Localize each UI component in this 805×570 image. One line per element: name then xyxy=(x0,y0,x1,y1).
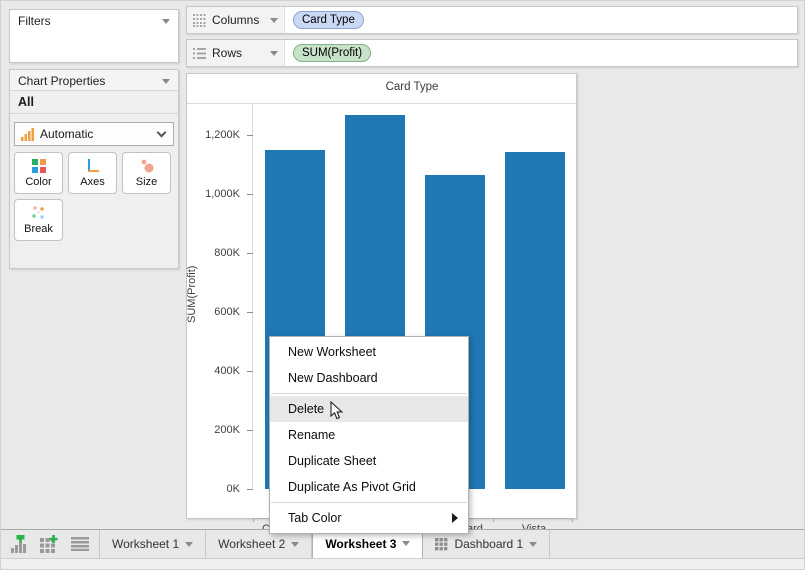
y-tick-label: 1,200K xyxy=(205,128,240,141)
tab-label: Dashboard 1 xyxy=(454,537,524,551)
axes-button[interactable]: Axes xyxy=(68,152,117,194)
y-tick-label: 0K xyxy=(226,482,240,495)
rows-shelf-label-zone: Rows xyxy=(187,40,285,66)
columns-shelf-dropdown-arrow[interactable] xyxy=(270,17,278,23)
new-worksheet-button[interactable] xyxy=(9,533,31,555)
y-tick-label: 800K xyxy=(214,246,240,259)
menu-item-tab-color[interactable]: Tab Color xyxy=(270,505,468,531)
chevron-down-icon xyxy=(156,127,167,137)
break-button[interactable]: Break xyxy=(14,199,63,241)
x-tick-mark xyxy=(493,518,494,522)
axes-icon xyxy=(87,159,99,172)
new-worksheet-icon xyxy=(10,535,26,553)
menu-item-rename[interactable]: Rename xyxy=(288,428,336,442)
y-tick-mark xyxy=(247,312,253,314)
y-tick-label: 600K xyxy=(214,305,240,318)
y-tick-mark xyxy=(247,489,253,490)
rows-shelf-dropdown-arrow[interactable] xyxy=(270,50,278,56)
mark-type-value: Automatic xyxy=(40,127,94,141)
scope-label: All xyxy=(10,91,178,114)
status-bar xyxy=(1,558,804,569)
filters-panel-header: Filters xyxy=(10,10,178,30)
tab-dropdown-arrow[interactable] xyxy=(291,541,300,547)
filters-panel-title: Filters xyxy=(18,14,51,28)
x-tick-mark xyxy=(253,518,254,522)
columns-shelf-label-zone: Columns xyxy=(187,7,285,33)
y-tick-mark xyxy=(247,253,253,255)
size-circles-icon xyxy=(141,159,153,173)
columns-shelf-label: Columns xyxy=(212,13,260,27)
y-tick-mark xyxy=(247,430,253,432)
menu-separator xyxy=(271,393,467,394)
rows-shelf-label: Rows xyxy=(212,46,243,60)
tab-dropdown-arrow[interactable] xyxy=(185,541,194,547)
columns-icon xyxy=(193,13,206,27)
chart-properties-title: Chart Properties xyxy=(18,74,106,88)
sheet-sorter-icon xyxy=(71,537,89,551)
break-button-label: Break xyxy=(24,223,53,235)
tab-label: Worksheet 1 xyxy=(112,537,180,551)
collapse-arrow-icon[interactable] xyxy=(162,78,170,84)
color-button-label: Color xyxy=(25,176,52,188)
mark-buttons: Color Axes Size xyxy=(14,152,176,241)
new-dashboard-button[interactable] xyxy=(39,533,61,555)
menu-separator xyxy=(271,502,467,503)
chart-properties-panel: Chart Properties All Automatic xyxy=(9,69,179,269)
tab-worksheet-2[interactable]: Worksheet 2 xyxy=(206,530,313,558)
axes-button-label: Axes xyxy=(80,176,105,188)
collapse-arrow-icon[interactable] xyxy=(162,18,170,24)
tab-dashboard-1[interactable]: Dashboard 1 xyxy=(423,530,551,558)
new-dashboard-icon xyxy=(40,535,58,553)
size-button-label: Size xyxy=(135,176,158,188)
tab-dropdown-arrow[interactable] xyxy=(529,541,538,547)
y-tick-mark xyxy=(247,194,253,196)
rows-shelf: Rows SUM(Profit) xyxy=(186,39,798,67)
submenu-arrow-icon xyxy=(452,513,458,523)
x-tick-mark xyxy=(572,518,573,522)
menu-item-new-worksheet[interactable]: New Worksheet xyxy=(288,345,376,359)
bar-chart-icon xyxy=(21,128,34,141)
mouse-cursor-icon xyxy=(330,401,343,420)
menu-item-duplicate-sheet[interactable]: Duplicate Sheet xyxy=(288,454,377,468)
menu-item-new-dashboard[interactable]: New Dashboard xyxy=(288,371,378,385)
sheet-sorter-button[interactable] xyxy=(69,533,91,555)
color-swatches-icon xyxy=(31,159,46,173)
rows-icon xyxy=(193,47,206,59)
color-button[interactable]: Color xyxy=(14,152,63,194)
tabbar-icon-buttons xyxy=(1,530,100,558)
tab-label: Worksheet 3 xyxy=(325,536,397,551)
y-tick-label: 400K xyxy=(214,364,240,377)
plot-top-border xyxy=(187,103,576,104)
menu-item-delete[interactable]: Delete xyxy=(270,396,468,422)
tab-worksheet-1[interactable]: Worksheet 1 xyxy=(100,530,207,558)
y-tick-label: 1,000K xyxy=(205,187,240,200)
sheet-tabs: Worksheet 1 Worksheet 2 Worksheet 3 Dashboa… xyxy=(100,529,551,558)
dashboard-grid-icon xyxy=(435,537,448,550)
pill-sum-profit[interactable]: SUM(Profit) xyxy=(293,44,372,62)
size-button[interactable]: Size xyxy=(122,152,171,194)
mark-type-dropdown[interactable]: Automatic xyxy=(14,122,174,146)
y-tick-mark xyxy=(247,135,253,137)
filters-panel: Filters xyxy=(9,9,179,63)
chart-title: Card Type xyxy=(385,81,439,93)
y-tick-label: 200K xyxy=(214,423,240,436)
menu-item-duplicate-as-pivot-grid[interactable]: Duplicate As Pivot Grid xyxy=(288,480,416,494)
pill-card-type[interactable]: Card Type xyxy=(293,11,364,29)
bar-4[interactable] xyxy=(505,152,565,489)
tab-dropdown-arrow[interactable] xyxy=(402,541,411,546)
columns-shelf: Columns Card Type xyxy=(186,6,798,34)
chart-properties-header: Chart Properties xyxy=(10,70,178,91)
worksheet-context-menu: New Worksheet New Dashboard Delete Rename Du… xyxy=(269,336,469,534)
y-tick-mark xyxy=(247,371,253,373)
tab-label: Worksheet 2 xyxy=(218,537,286,551)
break-dots-icon xyxy=(31,206,44,219)
